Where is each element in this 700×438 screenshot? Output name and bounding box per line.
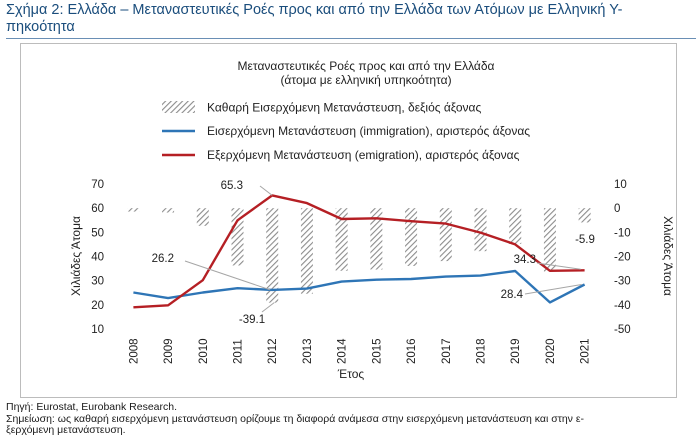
annotation-leader-3	[536, 262, 581, 270]
x-tick-2020: 2020	[545, 338, 557, 364]
y-tick-left-10: 10	[91, 324, 104, 336]
footnote-line-1: Σημείωση: ως καθαρή εισερχόμενη μετανάστ…	[6, 413, 585, 425]
x-tick-2017: 2017	[441, 338, 453, 364]
y-axis-title-right: Χιλιάδες Άτομα	[661, 216, 675, 296]
net-bar-2020	[543, 208, 556, 272]
x-tick-2012: 2012	[267, 338, 279, 364]
net-bar-2015	[370, 208, 383, 270]
y-tick-left-50: 50	[91, 227, 104, 239]
y-tick-right--50: -50	[614, 324, 631, 336]
annotation-leader-1	[184, 260, 271, 291]
net-bar-2016	[405, 208, 418, 266]
net-bar-2017	[439, 208, 452, 262]
x-axis-title: Έτος	[337, 367, 365, 381]
figure-title-line-1: Σχήμα 2: Ελλάδα – Μεταναστευτικές Ροές π…	[6, 2, 623, 18]
y-tick-right-0: 0	[614, 203, 620, 215]
x-tick-2011: 2011	[233, 339, 245, 364]
y-tick-right--30: -30	[614, 276, 631, 288]
net-bar-2008	[127, 208, 140, 212]
annotation-leader-0	[259, 185, 273, 196]
x-tick-2015: 2015	[371, 338, 383, 364]
net-bar-2013	[300, 208, 313, 294]
figure-title-line-2: πηκοότητα	[6, 19, 75, 35]
y-tick-left-70: 70	[91, 179, 104, 191]
y-tick-right--40: -40	[614, 300, 631, 312]
annotation-leader-2	[261, 302, 275, 313]
x-tick-2016: 2016	[406, 338, 418, 364]
x-tick-2008: 2008	[128, 338, 140, 364]
legend: Καθαρή Εισερχόμενη Μετανάστευση, δεξιός …	[162, 101, 530, 162]
net-bar-2014	[335, 208, 348, 271]
x-tick-2009: 2009	[163, 338, 175, 364]
y-tick-left-60: 60	[91, 203, 104, 215]
annotation-label-0: 65.3	[221, 180, 243, 192]
legend-label-emigration: Εξερχόμενη Μετανάστευση (emigration), αρ…	[207, 148, 520, 162]
x-tick-2019: 2019	[510, 338, 522, 364]
net-bar-2021	[578, 208, 591, 223]
net-bar-2010	[196, 208, 209, 226]
immigration-line	[133, 269, 586, 304]
y-tick-right--10: -10	[614, 227, 631, 239]
footnote-line-2: ξερχόμενη μετανάστευση.	[6, 424, 126, 436]
annotation-label-3: 34.3	[514, 254, 536, 266]
emigration-line	[133, 194, 585, 309]
x-tick-2018: 2018	[476, 338, 488, 364]
y-tick-right-10: 10	[614, 179, 627, 191]
net-bar-2011	[231, 208, 244, 266]
annotation-label-5: 28.4	[501, 289, 524, 301]
annotation-label-4: -5.9	[575, 234, 595, 246]
x-tick-2013: 2013	[302, 338, 314, 364]
annotation-label-2: -39.1	[239, 314, 265, 326]
annotation-label-1: 26.2	[152, 253, 174, 265]
x-tick-2021: 2021	[580, 338, 592, 364]
y-axis-title-left: Χιλιάδες Άτομα	[69, 216, 83, 296]
y-tick-left-20: 20	[91, 300, 104, 312]
y-tick-left-40: 40	[91, 252, 104, 264]
chart-subtitle: (άτομα με ελληνική υπηκοότητα)	[280, 73, 451, 87]
source-note: Πηγή: Eurostat, Eurobank Research.	[6, 401, 178, 413]
figure-title: Σχήμα 2: Ελλάδα – Μεταναστευτικές Ροές π…	[6, 2, 696, 36]
legend-swatch-net	[162, 101, 195, 113]
net-bar-2018	[474, 208, 487, 252]
chart-title: Μεταναστευτικές Ροές προς και από την Ελ…	[238, 59, 495, 73]
y-tick-left-30: 30	[91, 276, 104, 288]
net-bar-2012	[266, 208, 279, 303]
legend-label-net: Καθαρή Εισερχόμενη Μετανάστευση, δεξιός …	[207, 101, 481, 115]
annotation-leader-5	[524, 284, 582, 295]
legend-label-immigration: Εισερχόμενη Μετανάστευση (immigration), …	[207, 124, 530, 138]
chart-frame	[20, 43, 677, 398]
net-bar-2009	[162, 208, 175, 213]
net-bar-2019	[509, 208, 522, 244]
y-tick-right--20: -20	[614, 252, 631, 264]
x-tick-2010: 2010	[198, 338, 210, 364]
x-tick-2014: 2014	[337, 338, 349, 364]
title-divider	[6, 38, 696, 39]
